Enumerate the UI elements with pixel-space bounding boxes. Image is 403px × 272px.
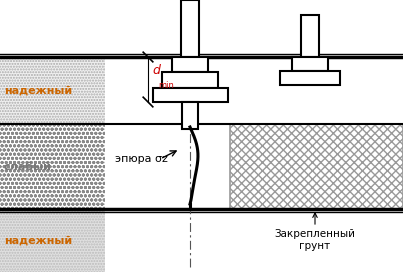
Bar [292,57,328,71]
Text: слабый: слабый [4,162,52,172]
Text: d: d [152,64,160,78]
Text: Закрепленный
грунт: Закрепленный грунт [274,229,355,251]
Text: min: min [158,81,174,89]
Bar [230,124,403,209]
Text: эпюра σz: эпюра σz [115,154,168,164]
Text: надежный: надежный [4,236,72,246]
Bar [172,57,208,72]
Bar [301,15,319,57]
Bar [0,209,105,272]
Bar [162,72,218,88]
Bar [0,124,105,209]
Bar [181,0,199,57]
Text: надежный: надежный [4,85,72,95]
Bar [280,71,340,85]
Bar [0,57,105,124]
Bar [152,88,228,102]
Bar [182,102,198,129]
